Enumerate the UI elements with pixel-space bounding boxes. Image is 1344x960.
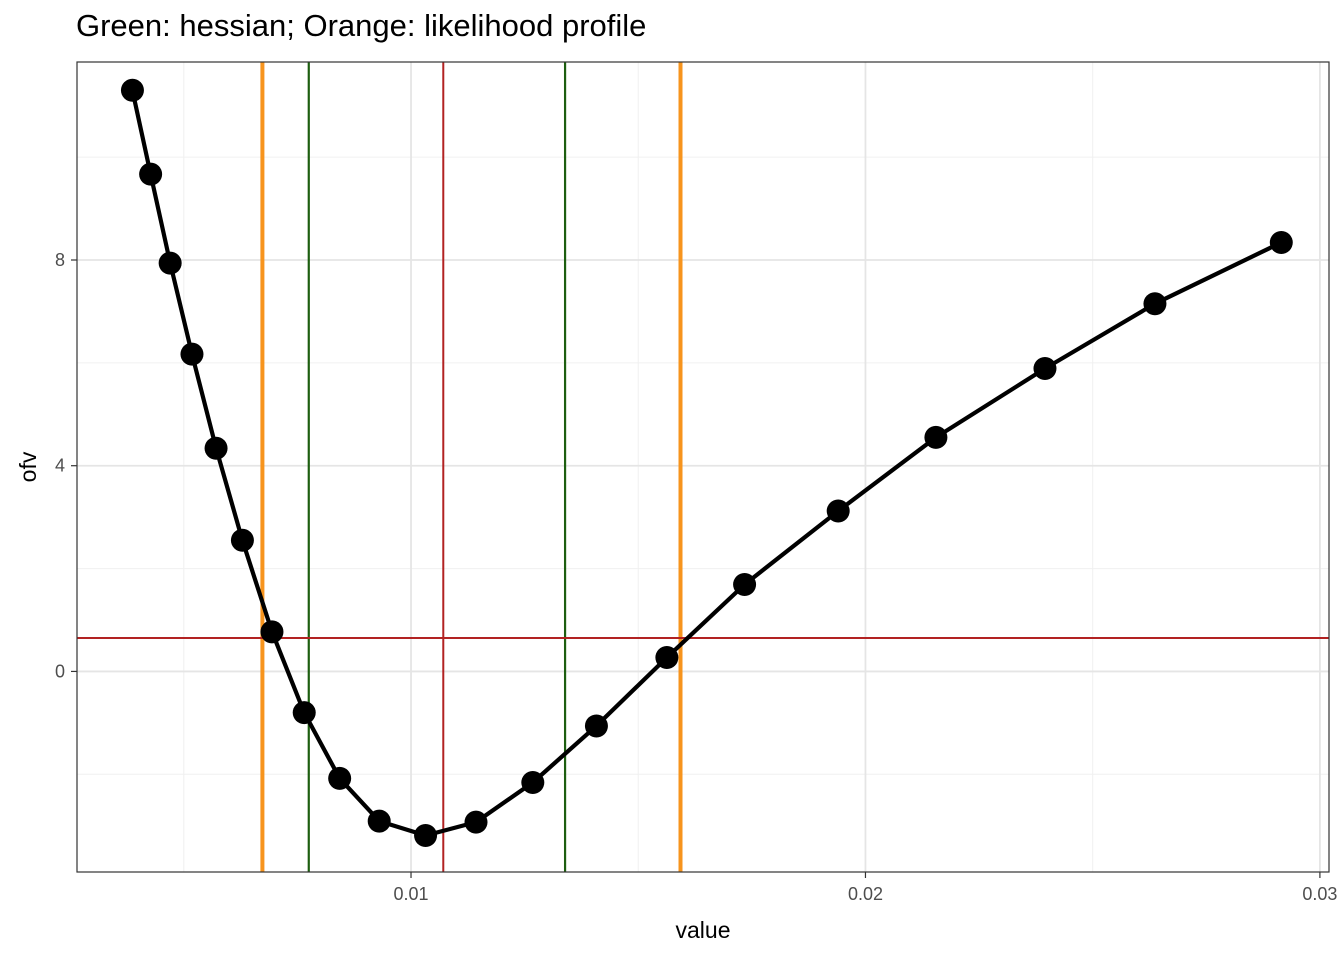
chart-title: Green: hessian; Orange: likelihood profi… [76, 8, 647, 43]
data-point [230, 528, 254, 552]
x-tick-label: 0.02 [848, 884, 883, 904]
data-point [292, 701, 316, 725]
y-tick-label: 4 [55, 456, 65, 476]
data-point [260, 620, 284, 644]
axes: 0.01 0.02 0.03 0 4 8 [55, 250, 1337, 904]
data-point [328, 766, 352, 790]
data-point [1033, 357, 1057, 381]
data-point [367, 809, 391, 833]
reference-lines [77, 62, 1329, 872]
data-point [655, 646, 679, 670]
x-axis-title: value [676, 917, 731, 943]
plot-panel-border [76, 61, 1330, 873]
x-tick-label: 0.01 [393, 884, 428, 904]
data-point [733, 573, 757, 597]
x-tick-label: 0.03 [1302, 884, 1337, 904]
data-point [1143, 292, 1167, 316]
y-tick-label: 0 [55, 661, 65, 681]
data-point [584, 714, 608, 738]
data-point [180, 342, 204, 366]
data-point [414, 823, 438, 847]
data-point [204, 436, 228, 460]
data-point [158, 251, 182, 275]
data-point [826, 499, 850, 523]
y-axis-title: ofv [15, 451, 41, 482]
data-point [464, 810, 488, 834]
series [120, 78, 1293, 847]
data-point [1269, 231, 1293, 255]
y-tick-label: 8 [55, 250, 65, 270]
data-point [521, 771, 545, 795]
data-point [120, 78, 144, 102]
grid [77, 62, 1329, 872]
data-point [924, 425, 948, 449]
data-point [139, 162, 163, 186]
